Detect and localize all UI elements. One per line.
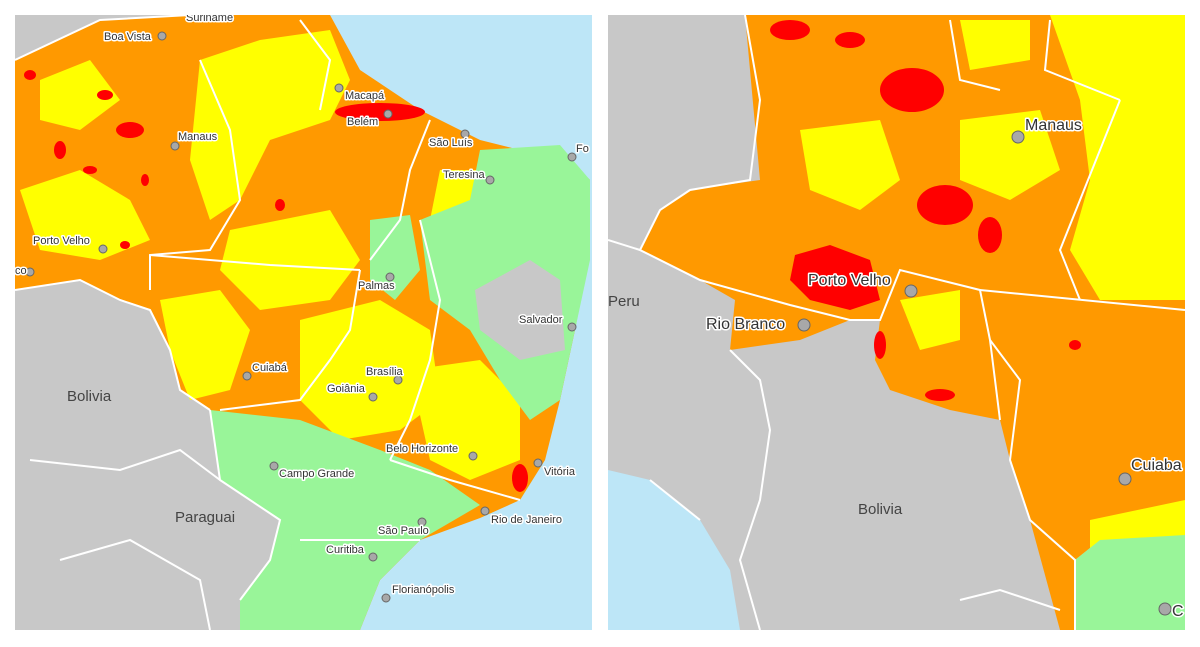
city-marker — [334, 83, 344, 93]
city-marker — [1118, 472, 1132, 486]
city-label: Rio de Janeiro — [491, 514, 562, 526]
city-label: São Luís — [429, 137, 473, 149]
city-label: Macapá — [345, 90, 385, 102]
city-label: Belém — [347, 116, 378, 128]
country-label: Peru — [608, 293, 640, 310]
city-marker — [904, 284, 918, 298]
city-marker — [98, 244, 108, 254]
city-label: Curitiba — [326, 544, 365, 556]
city-marker — [533, 458, 543, 468]
city-marker — [385, 272, 395, 282]
city-label: Brasília — [366, 366, 404, 378]
city-label: Goiânia — [327, 383, 366, 395]
map-labels: Suriname Boa Vista Macapá Belém Manaus São Lu… — [15, 12, 1185, 622]
city-label: co — [15, 265, 27, 277]
city-marker — [460, 129, 470, 139]
city-marker — [269, 461, 279, 471]
city-marker — [383, 109, 393, 119]
city-marker — [1011, 130, 1025, 144]
city-marker — [797, 318, 811, 332]
city-marker — [393, 375, 403, 385]
city-marker — [468, 451, 478, 461]
city-marker — [567, 152, 577, 162]
city-marker — [381, 593, 391, 603]
city-label: Suriname — [186, 12, 233, 24]
city-label: Salvador — [519, 314, 563, 326]
city-marker — [1158, 602, 1172, 616]
country-label: Bolivia — [67, 388, 112, 405]
city-label: Belo Horizonte — [386, 443, 458, 455]
city-label: Rio Branco — [706, 316, 785, 333]
city-label: Cuiabá — [252, 362, 288, 374]
right-panel — [608, 15, 1185, 630]
city-marker — [242, 371, 252, 381]
city-label: Teresina — [443, 169, 485, 181]
country-label: Bolivia — [858, 501, 903, 518]
city-label: Florianópolis — [392, 584, 455, 596]
left-panel — [15, 15, 592, 630]
city-marker — [417, 517, 427, 527]
city-marker — [368, 552, 378, 562]
city-label: Vitória — [544, 466, 576, 478]
city-label: Boa Vista — [104, 31, 152, 43]
city-marker — [157, 31, 167, 41]
city-label: Manaus — [178, 131, 218, 143]
city-label: Campo Grande — [279, 468, 354, 480]
city-marker — [368, 392, 378, 402]
city-marker — [485, 175, 495, 185]
city-marker — [170, 141, 180, 151]
city-label: Porto Velho — [808, 272, 891, 289]
city-label: Palmas — [358, 280, 395, 292]
country-label: Paraguai — [175, 509, 235, 526]
city-marker — [567, 322, 577, 332]
city-marker — [25, 267, 35, 277]
city-marker — [480, 506, 490, 516]
city-label: Cuiaba — [1131, 457, 1182, 474]
city-label: Manaus — [1025, 117, 1082, 134]
city-label: C — [1172, 603, 1184, 620]
city-label: Porto Velho — [33, 235, 90, 247]
city-label: São Paulo — [378, 525, 429, 537]
city-label: Fo — [576, 143, 589, 155]
